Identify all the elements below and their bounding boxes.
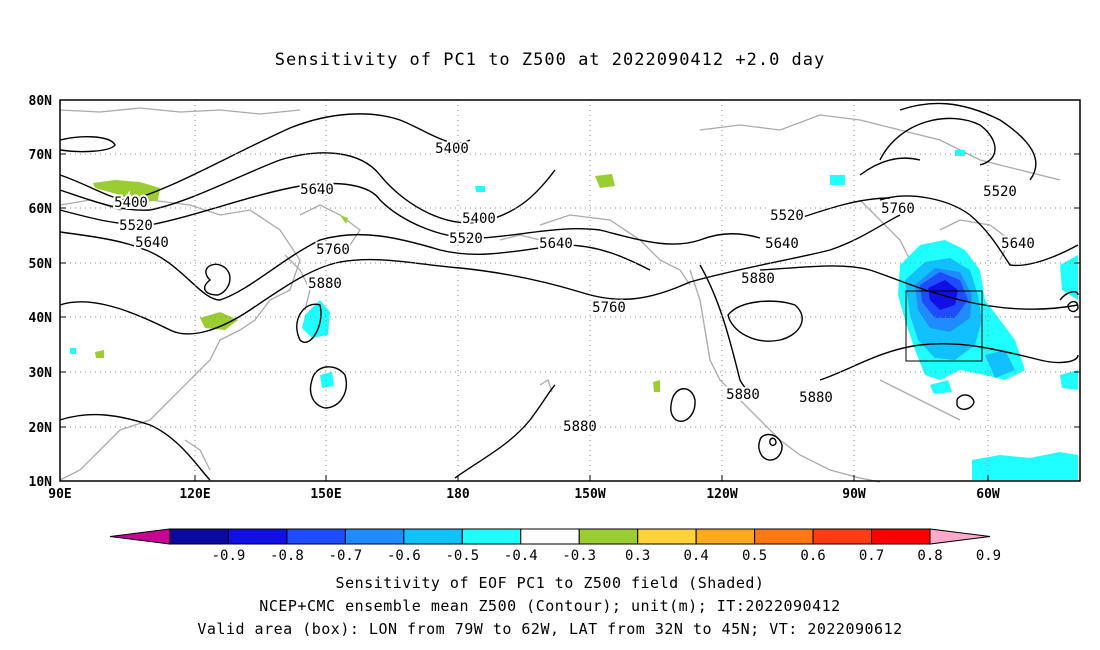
colorbar-label: -0.8 <box>270 548 304 564</box>
colorbar-segment <box>695 528 756 545</box>
contour-label: 5520 <box>770 208 804 224</box>
contour-label: 5400 <box>462 211 496 227</box>
caption-line-1: Sensitivity of EOF PC1 to Z500 field (Sh… <box>335 574 765 592</box>
contour-label: 5880 <box>563 419 597 435</box>
lon-tick-label: 90E <box>48 487 71 502</box>
colorbar-segment <box>578 528 639 545</box>
contour-label: 5880 <box>308 276 342 292</box>
colorbar-label: 0.9 <box>976 548 1001 564</box>
contour-label: 5640 <box>1001 236 1035 252</box>
lon-tick-label: 150E <box>310 487 341 502</box>
lat-tick-label: 30N <box>29 366 53 381</box>
lat-tick-label: 40N <box>29 311 53 326</box>
contour-label: 5400 <box>435 141 469 157</box>
colorbar-label: 0.5 <box>742 548 767 564</box>
colorbar <box>109 528 991 545</box>
colorbar-segment <box>461 528 522 545</box>
lat-labels: 80N 70N 60N 50N 40N 30N 20N 10N <box>29 94 53 490</box>
lat-tick-label: 50N <box>29 257 53 272</box>
coastlines <box>59 107 1061 483</box>
contour-label: 5760 <box>881 201 915 217</box>
contour-label: 5520 <box>119 218 153 234</box>
contour-label: 5760 <box>592 300 626 316</box>
axis-ticks <box>59 99 1080 482</box>
contour-label: 5640 <box>539 236 573 252</box>
colorbar-segment <box>754 528 814 545</box>
caption-line-2: NCEP+CMC ensemble mean Z500 (Contour); u… <box>259 597 841 615</box>
colorbar-segment <box>871 528 931 545</box>
lat-tick-label: 80N <box>29 94 53 109</box>
contour-labels: 5400 5400 5400 5520 5520 5520 5520 5640 … <box>112 139 1037 437</box>
z500-contours <box>59 102 1079 481</box>
colorbar-label: 0.7 <box>859 548 884 564</box>
contour-label: 5880 <box>741 271 775 287</box>
valid-area-box <box>905 290 983 362</box>
colorbar-label: -0.4 <box>504 548 538 564</box>
plot-title: Sensitivity of PC1 to Z500 at 2022090412… <box>274 50 826 70</box>
colorbar-segment <box>286 528 346 545</box>
lon-tick-label: 120W <box>706 487 737 502</box>
colorbar-label: 0.4 <box>684 548 709 564</box>
colorbar-segment <box>344 528 405 545</box>
plot-frame <box>59 99 1081 482</box>
contour-label: 5520 <box>449 231 483 247</box>
lon-tick-label: 120E <box>179 487 210 502</box>
lat-tick-label: 60N <box>29 202 53 217</box>
colorbar-arrow-high <box>929 528 991 545</box>
colorbar-segment <box>520 528 580 545</box>
colorbar-segment <box>169 528 229 545</box>
colorbar-label: -0.7 <box>329 548 363 564</box>
contour-label: 5760 <box>316 242 350 258</box>
colorbar-label: -0.9 <box>212 548 246 564</box>
colorbar-label: 0.3 <box>625 548 650 564</box>
colorbar-segment <box>227 528 288 545</box>
contour-label: 5640 <box>300 182 334 198</box>
contour-label: 5640 <box>135 235 169 251</box>
colorbar-labels: -0.9 -0.8 -0.7 -0.6 -0.5 -0.4 -0.3 0.3 0.4 0.5 0.6… <box>212 548 1002 564</box>
colorbar-arrow-low <box>109 528 171 545</box>
contour-label: 5880 <box>726 387 760 403</box>
lon-tick-label: 60W <box>976 487 1000 502</box>
contour-label: 5400 <box>114 195 148 211</box>
lon-tick-label: 90W <box>842 487 866 502</box>
colorbar-label: -0.3 <box>562 548 596 564</box>
colorbar-label: -0.5 <box>445 548 479 564</box>
lat-tick-label: 20N <box>29 421 53 436</box>
lon-tick-label: 150W <box>574 487 605 502</box>
contour-label: 5640 <box>765 236 799 252</box>
lat-tick-label: 70N <box>29 148 53 163</box>
contour-label: 5880 <box>799 390 833 406</box>
colorbar-label: 0.8 <box>917 548 942 564</box>
colorbar-segment <box>637 528 697 545</box>
contour-label: 5520 <box>983 184 1017 200</box>
lon-labels: 90E 120E 150E 180 150W 120W 90W 60W <box>48 487 1000 502</box>
gridlines <box>60 100 1080 481</box>
lon-tick-label: 180 <box>446 487 470 502</box>
colorbar-label: -0.6 <box>387 548 421 564</box>
shading <box>70 150 1078 480</box>
lat-tick-label: 10N <box>29 475 53 490</box>
colorbar-segment <box>812 528 873 545</box>
caption-line-3: Valid area (box): LON from 79W to 62W, L… <box>197 620 903 638</box>
colorbar-label: 0.6 <box>800 548 825 564</box>
colorbar-segment <box>403 528 463 545</box>
